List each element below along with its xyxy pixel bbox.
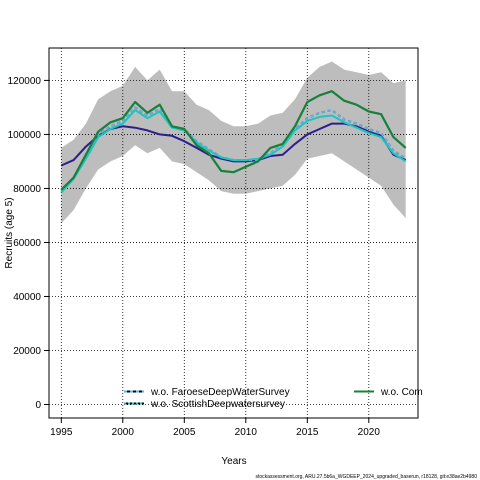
x-axis-title: Years	[221, 456, 246, 467]
plot-frame	[48, 47, 419, 419]
y-tick-label: 60000	[13, 238, 41, 249]
y-tick-label: 20000	[13, 346, 41, 357]
y-tick-label: 120000	[8, 76, 42, 87]
y-tick-label: 80000	[13, 184, 41, 195]
y-tick-label: 100000	[8, 130, 42, 141]
footer-credit: stockassessment.org, ARU.27.5b6a_WGDEEP_…	[255, 474, 477, 480]
x-tick-label: 1995	[50, 427, 73, 438]
y-axis-title: Recruits (age 5)	[4, 197, 15, 268]
legend-label: w.o. FaroeseDeepWaterSurvey	[150, 387, 290, 398]
y-tick-label: 0	[35, 400, 41, 411]
legend-label: w.o. Com	[380, 387, 423, 398]
series-layer	[60, 90, 407, 194]
series-line-4	[60, 109, 407, 194]
confidence-band-layer	[61, 61, 406, 224]
confidence-band	[61, 61, 406, 224]
x-tick-label: 2010	[235, 427, 258, 438]
x-tick-label: 2000	[112, 427, 135, 438]
x-tick-label: 2005	[173, 427, 196, 438]
x-tick-label: 2015	[296, 427, 319, 438]
series-line-5	[60, 90, 407, 191]
x-tick-label: 2020	[358, 427, 381, 438]
y-tick-label: 40000	[13, 292, 41, 303]
legend-label: w.o. ScottishDeepwatersurvey	[150, 399, 285, 410]
axis-layer: 1995 2000 2005 2010 2015 2020 0 20000 40000 60000…	[8, 76, 381, 438]
